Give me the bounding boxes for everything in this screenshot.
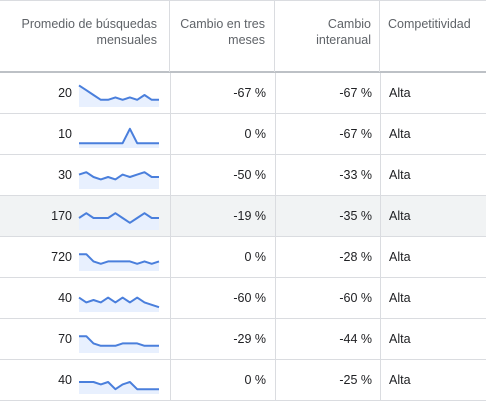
table-row[interactable]: 30 -50 % -33 % Alta: [0, 155, 486, 196]
sparkline-line: [78, 212, 159, 224]
sparkline-svg: [78, 171, 159, 189]
trend-sparkline: [78, 73, 160, 113]
sparkline-line: [78, 171, 159, 181]
header-competition[interactable]: Competitividad: [388, 17, 471, 31]
three-month-change-value: -67 %: [170, 73, 275, 113]
avg-searches-value: 40: [58, 373, 72, 387]
competition-value: Alta: [380, 278, 486, 318]
yoy-change-value: -67 %: [275, 114, 380, 154]
sparkline-line: [79, 381, 159, 391]
sparkline-line: [79, 127, 159, 145]
yoy-change-value: -60 %: [275, 278, 380, 318]
trend-sparkline: [78, 360, 160, 400]
table-row[interactable]: 720 0 % -28 % Alta: [0, 237, 486, 278]
sparkline-svg: [78, 84, 159, 107]
avg-searches-value: 720: [51, 250, 72, 264]
table-row[interactable]: 10 0 % -67 % Alta: [0, 114, 486, 155]
competition-value: Alta: [380, 360, 486, 400]
sparkline-line: [79, 335, 159, 347]
header-yoy-change[interactable]: Cambio interanual: [275, 1, 380, 72]
table-header: Promedio de búsquedas mensuales Cambio e…: [0, 0, 486, 73]
table-row[interactable]: 170 -19 % -35 % Alta: [0, 196, 486, 237]
three-month-change-value: -19 %: [170, 196, 275, 236]
three-month-change-value: 0 %: [170, 114, 275, 154]
sparkline-svg: [79, 335, 159, 353]
trend-sparkline: [78, 319, 160, 359]
competition-value: Alta: [380, 237, 486, 277]
header-avg-searches[interactable]: Promedio de búsquedas mensuales: [0, 1, 170, 72]
sparkline-line: [78, 296, 160, 309]
table-row[interactable]: 70 -29 % -44 % Alta: [0, 319, 486, 360]
sparkline-svg: [79, 127, 159, 148]
sparkline-svg: [79, 253, 160, 271]
sparkline-line: [78, 84, 159, 101]
yoy-change-value: -35 %: [275, 196, 380, 236]
header-three-month-change[interactable]: Cambio en tres meses: [170, 1, 275, 72]
yoy-change-value: -44 %: [275, 319, 380, 359]
yoy-change-value: -67 %: [275, 73, 380, 113]
sparkline-svg: [79, 381, 159, 394]
trend-sparkline: [78, 196, 160, 236]
table-row[interactable]: 40 -60 % -60 % Alta: [0, 278, 486, 319]
sparkline-area: [79, 172, 159, 189]
avg-searches-value: 10: [58, 127, 72, 141]
sparkline-svg: [78, 296, 160, 312]
avg-searches-value: 70: [58, 332, 72, 346]
competition-value: Alta: [380, 319, 486, 359]
sparkline-area: [79, 297, 159, 312]
competition-value: Alta: [380, 73, 486, 113]
sparkline-area: [79, 85, 159, 107]
avg-searches-value: 170: [51, 209, 72, 223]
competition-value: Alta: [380, 114, 486, 154]
trend-sparkline: [78, 237, 160, 277]
competition-value: Alta: [380, 196, 486, 236]
three-month-change-value: -50 %: [170, 155, 275, 195]
avg-searches-value: 30: [58, 168, 72, 182]
three-month-change-value: -29 %: [170, 319, 275, 359]
table-row[interactable]: 20 -67 % -67 % Alta: [0, 73, 486, 114]
trend-sparkline: [78, 278, 160, 318]
three-month-change-value: 0 %: [170, 237, 275, 277]
three-month-change-value: 0 %: [170, 360, 275, 400]
avg-searches-value: 20: [58, 86, 72, 100]
competition-value: Alta: [380, 155, 486, 195]
table-row[interactable]: 40 0 % -25 % Alta: [0, 360, 486, 401]
sparkline-area: [79, 128, 159, 148]
three-month-change-value: -60 %: [170, 278, 275, 318]
yoy-change-value: -25 %: [275, 360, 380, 400]
yoy-change-value: -33 %: [275, 155, 380, 195]
trend-sparkline: [78, 155, 160, 195]
sparkline-svg: [78, 212, 159, 230]
avg-searches-value: 40: [58, 291, 72, 305]
sparkline-area: [79, 254, 159, 271]
trend-sparkline: [78, 114, 160, 154]
sparkline-line: [79, 253, 160, 265]
yoy-change-value: -28 %: [275, 237, 380, 277]
